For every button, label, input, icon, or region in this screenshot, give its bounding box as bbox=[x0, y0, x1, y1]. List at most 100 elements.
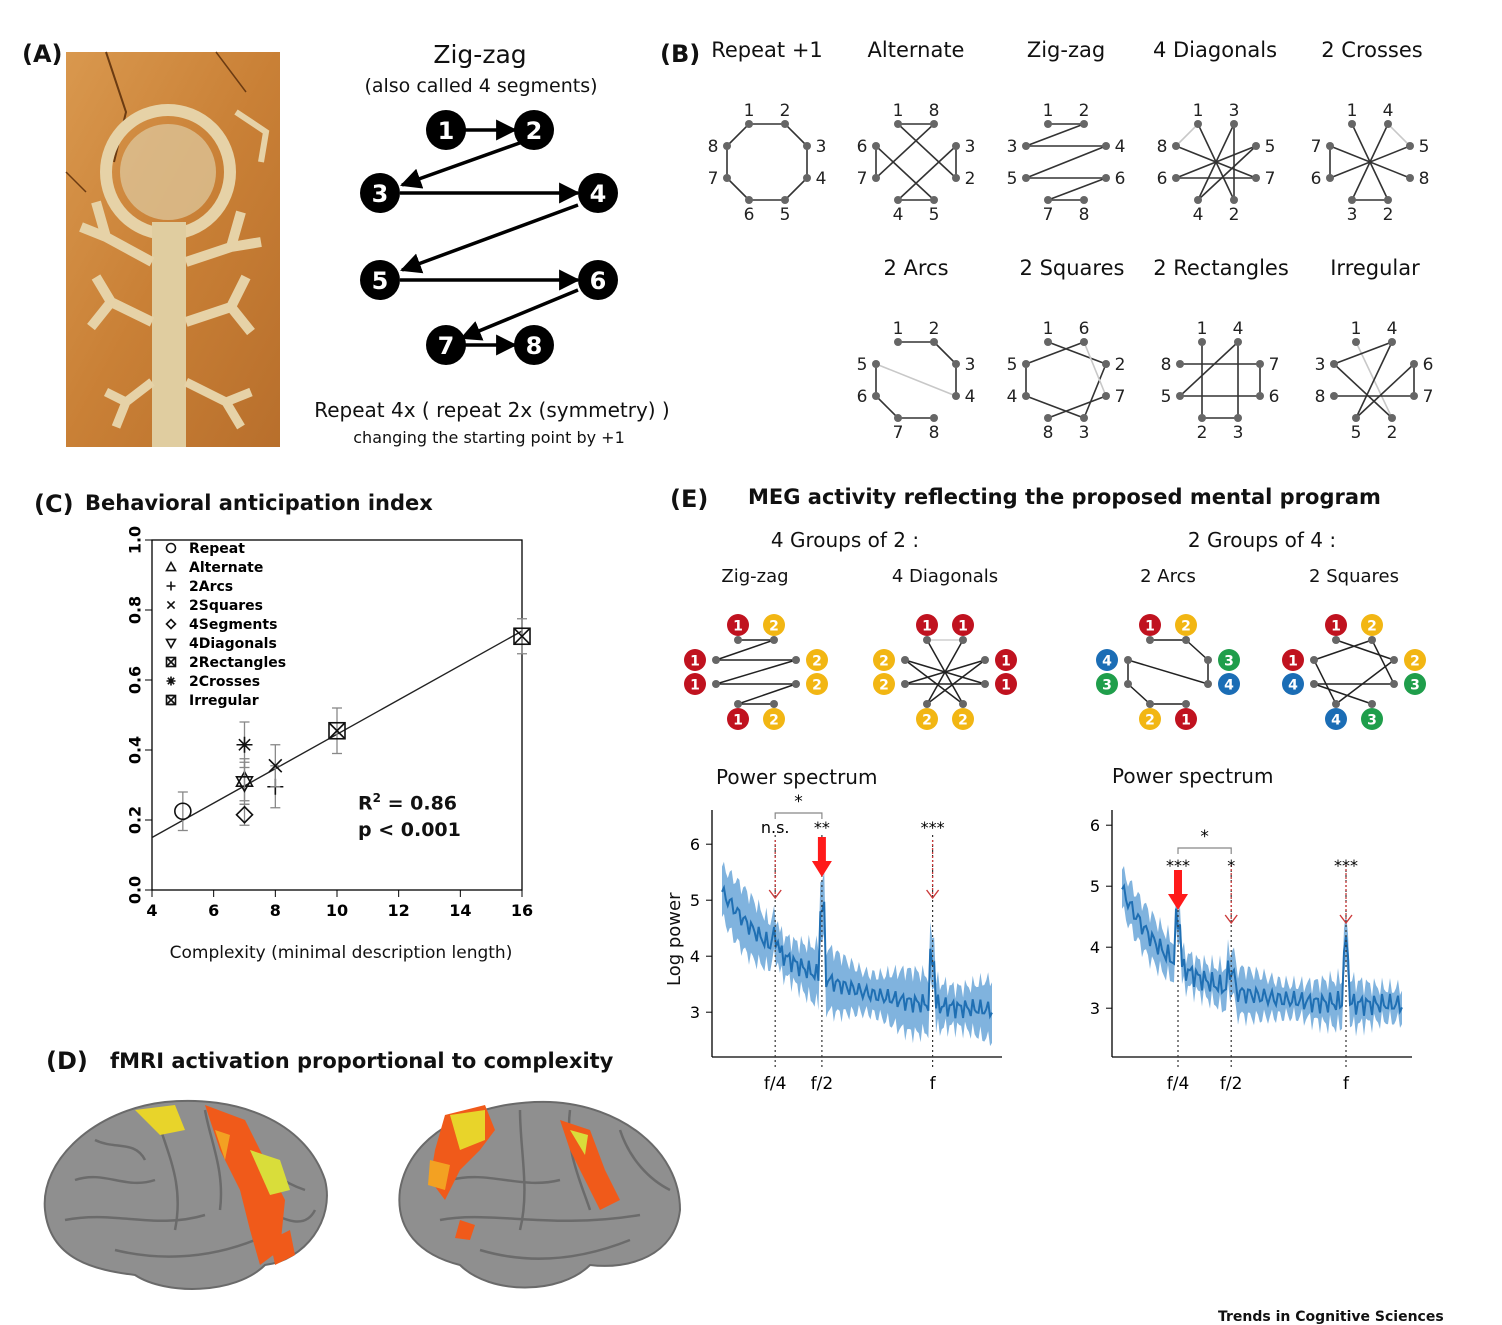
sequence-edge bbox=[1335, 659, 1395, 705]
point-label: 5 bbox=[780, 205, 791, 225]
group-badge-label: 2 bbox=[812, 654, 822, 670]
sequence-dot bbox=[734, 700, 742, 708]
group-badge bbox=[1175, 614, 1197, 636]
group-badge-label: 3 bbox=[1367, 713, 1377, 729]
group-badge bbox=[763, 708, 785, 730]
marker bbox=[328, 721, 346, 740]
point-label: 7 bbox=[1043, 205, 1054, 225]
journal-footer: Trends in Cognitive Sciences bbox=[1218, 1309, 1444, 1325]
group-badge-label: 4 bbox=[1224, 678, 1234, 694]
point-label: 7 bbox=[857, 169, 868, 189]
group-badge bbox=[1361, 614, 1383, 636]
point-label: 6 bbox=[744, 205, 755, 225]
sequence-dot bbox=[1194, 120, 1202, 128]
sequence-edge bbox=[784, 177, 808, 201]
sequence-dot bbox=[1022, 174, 1030, 182]
node-4: 4 bbox=[590, 180, 607, 208]
group-badge-label: 1 bbox=[690, 678, 700, 694]
group-badge bbox=[806, 649, 828, 671]
group-badge-label: 1 bbox=[1001, 678, 1011, 694]
point-label: 2 bbox=[965, 169, 976, 189]
y-tick-label: 5 bbox=[1090, 877, 1100, 896]
sequence-edge bbox=[1175, 145, 1257, 179]
marker bbox=[235, 776, 254, 793]
sequence-dot bbox=[712, 680, 720, 688]
zigzag-diagram: 1 2 3 4 5 6 7 8 bbox=[360, 110, 618, 365]
red-arrowhead bbox=[768, 889, 782, 900]
y-tick-label: 0.6 bbox=[126, 666, 145, 694]
group-badge-label: 2 bbox=[1145, 713, 1155, 729]
legend-label: 2Arcs bbox=[189, 579, 233, 595]
significance-label: n.s. bbox=[761, 818, 790, 837]
sequence-dot bbox=[1388, 414, 1396, 422]
point-label: 3 bbox=[965, 355, 976, 375]
point-label: 5 bbox=[929, 205, 940, 225]
significance-label: *** bbox=[1166, 856, 1190, 875]
sequence-edge bbox=[926, 659, 986, 705]
sequence-diagrams: 1 2 3 4 5 6 7 8 1 2 3 4 5 6 7 8 1 2 3 4 5 6 7 8 1 2 3 4 5 6 7 8 1 2 3 4 5 6 7 8… bbox=[708, 101, 1434, 443]
sequence-dot bbox=[1234, 414, 1242, 422]
marker bbox=[328, 722, 346, 740]
sequence-dot bbox=[959, 636, 967, 644]
power-title-right: Power spectrum bbox=[1112, 764, 1274, 788]
point-label: 5 bbox=[1161, 387, 1172, 407]
x-tick-label: 4 bbox=[146, 901, 157, 920]
y-tick-label: 0.8 bbox=[126, 596, 145, 624]
x-tick-label: 10 bbox=[326, 901, 348, 920]
group-badge bbox=[1096, 673, 1118, 695]
point-label: 8 bbox=[1079, 205, 1090, 225]
x-tick-label: 8 bbox=[270, 901, 281, 920]
legend-label: Irregular bbox=[189, 693, 259, 709]
group-badge-label: 3 bbox=[1224, 654, 1234, 670]
group-badge bbox=[995, 649, 1017, 671]
group-badge-label: 1 bbox=[1288, 654, 1298, 670]
sequence-dot bbox=[803, 142, 811, 150]
data-point-2squares bbox=[268, 744, 283, 788]
red-arrowhead bbox=[926, 889, 940, 900]
x-tick-label: f/4 bbox=[1167, 1074, 1190, 1094]
zigzag-caption-1: Repeat 4x ( repeat 2x (symmetry) ) bbox=[314, 398, 670, 422]
point-label: 5 bbox=[1265, 137, 1276, 157]
point-label: 4 bbox=[965, 387, 976, 407]
panel-e-title: MEG activity reflecting the proposed men… bbox=[748, 485, 1381, 509]
point-label: 3 bbox=[1079, 423, 1090, 443]
sequence-dot bbox=[1080, 414, 1088, 422]
sequence-dot bbox=[1182, 636, 1190, 644]
sequence-edge bbox=[1047, 395, 1107, 419]
sequence-dot bbox=[959, 700, 967, 708]
octagon-diagram-2: 1 2 3 4 5 6 7 8 bbox=[857, 101, 976, 225]
zigzag-caption-2: changing the starting point by +1 bbox=[353, 428, 625, 447]
group-badge bbox=[1282, 673, 1304, 695]
point-label: 2 bbox=[929, 319, 940, 339]
sequence-edge bbox=[1175, 123, 1199, 147]
sequence-dot bbox=[1330, 392, 1338, 400]
group-badge bbox=[1139, 708, 1161, 730]
big-red-arrow bbox=[811, 837, 832, 877]
sequence-edge bbox=[897, 145, 957, 201]
marker bbox=[165, 638, 177, 650]
marker bbox=[165, 560, 177, 572]
seq-label-repeat: Repeat +1 bbox=[711, 38, 823, 62]
sequence-dot bbox=[901, 656, 909, 664]
node-8: 8 bbox=[526, 332, 543, 360]
group-badge bbox=[684, 673, 706, 695]
sequence-dot bbox=[1198, 338, 1206, 346]
confidence-band bbox=[722, 861, 992, 1047]
node-1: 1 bbox=[438, 117, 455, 145]
group-badge bbox=[1404, 673, 1426, 695]
point-label: 7 bbox=[1269, 355, 1280, 375]
sequence-dot bbox=[894, 338, 902, 346]
grouping-diagram-2: 1 1 1 1 2 2 2 2 bbox=[873, 614, 1017, 730]
group-badge bbox=[1096, 649, 1118, 671]
sequence-dot bbox=[1194, 196, 1202, 204]
point-label: 4 bbox=[1383, 101, 1394, 121]
sequence-dot bbox=[1080, 120, 1088, 128]
sequence-dot bbox=[792, 656, 800, 664]
point-label: 1 bbox=[1347, 101, 1358, 121]
point-label: 3 bbox=[1315, 355, 1326, 375]
sequence-dot bbox=[930, 120, 938, 128]
point-label: 2 bbox=[1197, 423, 1208, 443]
chart-c-xlabel: Complexity (minimal description length) bbox=[169, 943, 513, 963]
marker bbox=[236, 736, 253, 753]
group-badge-label: 4 bbox=[1102, 654, 1112, 670]
